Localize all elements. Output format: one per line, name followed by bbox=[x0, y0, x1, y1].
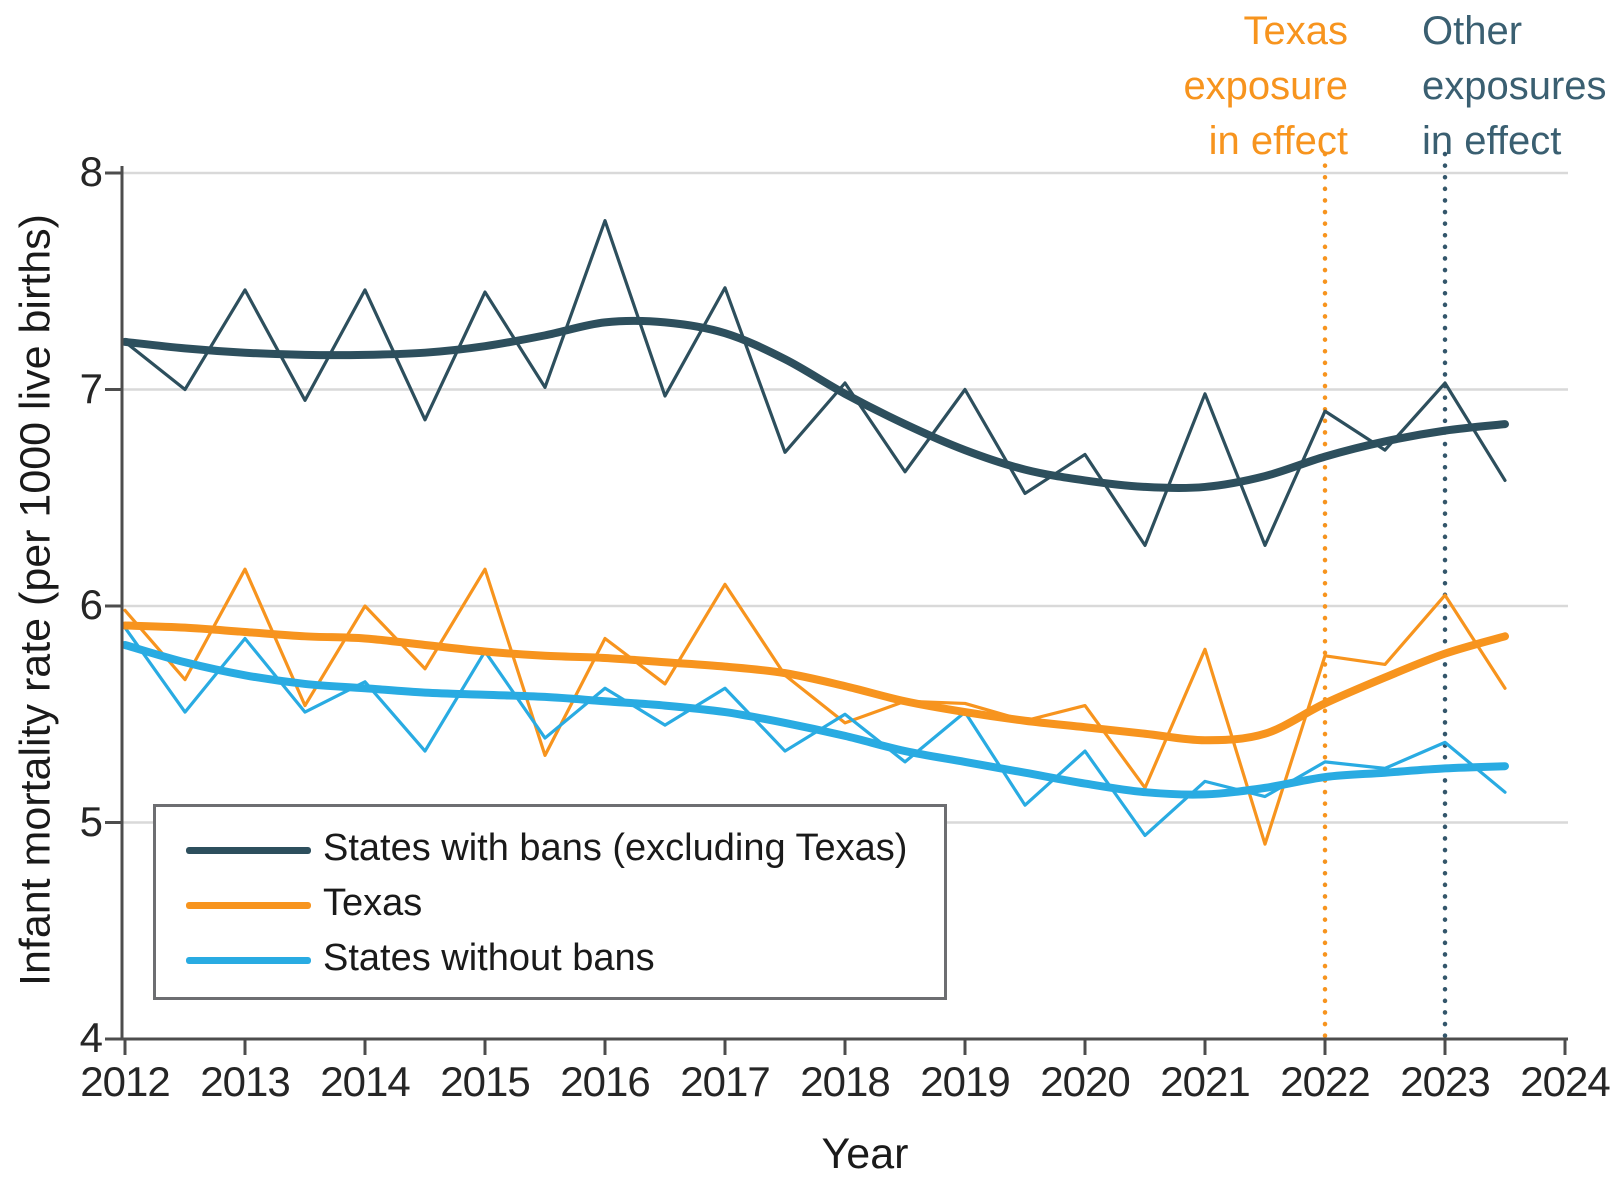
x-tick-label-2021: 2021 bbox=[1160, 1058, 1250, 1105]
texas-exposure-annotation-line: exposure bbox=[1183, 64, 1348, 108]
states-with-bans-line-swatch bbox=[186, 847, 311, 854]
texas-exposure-annotation-line: Texas bbox=[1243, 9, 1349, 53]
series-line-texas-smoothed-trend bbox=[121, 621, 1509, 745]
y-tick-label-5: 5 bbox=[79, 797, 103, 845]
y-tick-label-8: 8 bbox=[79, 148, 103, 196]
other-exposures-annotation: Other exposures in effect bbox=[1422, 4, 1607, 169]
x-axis-title: Year bbox=[821, 1130, 909, 1178]
x-tick-label-2017: 2017 bbox=[680, 1058, 770, 1105]
series-line-states-without-bans-smoothed-trend bbox=[121, 640, 1509, 799]
legend-item-texas: Texas bbox=[156, 878, 944, 933]
texas-line-swatch bbox=[186, 902, 311, 909]
other-exposures-annotation-line: in effect bbox=[1422, 119, 1562, 163]
x-tick-label-2012: 2012 bbox=[80, 1058, 170, 1105]
other-exposures-annotation-line: Other bbox=[1422, 9, 1523, 53]
x-tick-label-2024: 2024 bbox=[1520, 1058, 1610, 1105]
series-line-texas-observed bbox=[123, 567, 1507, 846]
x-tick-label-2015: 2015 bbox=[440, 1058, 530, 1105]
legend-item-states-with-bans: States with bans (excluding Texas) bbox=[156, 823, 944, 878]
series-line-states-with-bans-excluding-texas-smoothed-trend bbox=[121, 316, 1509, 493]
x-tick-label-2023: 2023 bbox=[1400, 1058, 1490, 1105]
legend-label: States without bans bbox=[323, 937, 655, 979]
x-tick-label-2014: 2014 bbox=[320, 1058, 410, 1105]
legend-box: States with bans (excluding Texas) Texas… bbox=[153, 804, 947, 1000]
legend-label: States with bans (excluding Texas) bbox=[323, 827, 908, 869]
y-tick-label-4: 4 bbox=[79, 1014, 103, 1062]
y-tick-label-6: 6 bbox=[79, 581, 103, 629]
texas-exposure-annotation: Texas exposure in effect bbox=[1183, 4, 1348, 169]
x-tick-label-2022: 2022 bbox=[1280, 1058, 1370, 1105]
series-line-states-with-bans-excluding-texas-observed bbox=[123, 219, 1507, 547]
x-tick-label-2016: 2016 bbox=[560, 1058, 650, 1105]
x-tick-label-2018: 2018 bbox=[800, 1058, 890, 1105]
y-tick-label-7: 7 bbox=[79, 364, 103, 412]
x-tick-label-2019: 2019 bbox=[920, 1058, 1010, 1105]
x-tick-label-2013: 2013 bbox=[200, 1058, 290, 1105]
states-without-bans-line-swatch bbox=[186, 957, 311, 964]
x-tick-label-2020: 2020 bbox=[1040, 1058, 1130, 1105]
other-exposures-annotation-line: exposures bbox=[1422, 64, 1607, 108]
legend-label: Texas bbox=[323, 882, 423, 924]
legend-item-states-without-bans: States without bans bbox=[156, 933, 944, 988]
texas-exposure-annotation-line: in effect bbox=[1208, 119, 1348, 163]
